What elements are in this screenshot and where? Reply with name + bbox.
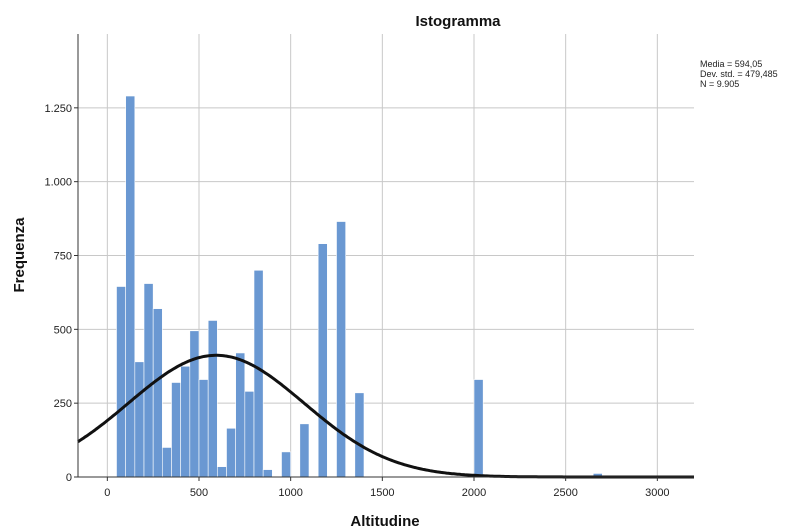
- stats-line-1: Dev. std. = 479,485: [700, 69, 778, 79]
- histogram-bar-9: [198, 379, 209, 478]
- x-tick-label-5: 2500: [553, 487, 577, 499]
- x-tick-labels: 0 500 1000 1500 2000 2500 3000: [104, 477, 670, 499]
- histogram-bar-15: [253, 269, 264, 478]
- x-tick-label-4: 2000: [462, 487, 486, 499]
- y-tick-label-3: 750: [54, 251, 72, 263]
- histogram-bar-14: [244, 391, 255, 478]
- histogram-bar-3: [143, 283, 154, 478]
- y-tick-label-5: 1.250: [44, 103, 72, 115]
- histogram-bar-19: [317, 243, 328, 478]
- histogram-bar-20: [336, 221, 346, 478]
- y-tick-label-0: 0: [66, 472, 72, 484]
- histogram-bar-5: [162, 447, 172, 478]
- histogram-bar-10: [207, 320, 218, 478]
- histogram-bar-6: [171, 382, 181, 478]
- histogram-bar-2: [134, 361, 145, 478]
- y-tick-label-1: 250: [54, 398, 72, 410]
- histogram-bar-1: [125, 95, 136, 478]
- x-tick-label-3: 1500: [370, 487, 394, 499]
- histogram-bar-4: [152, 308, 163, 478]
- x-tick-label-6: 3000: [645, 487, 669, 499]
- x-tick-label-0: 0: [104, 487, 110, 499]
- y-tick-labels: 0 250 500 750 1.000 1.250: [44, 103, 78, 484]
- x-tick-label-1: 500: [190, 487, 208, 499]
- histogram-bar-17: [281, 451, 291, 478]
- histogram-bar-22: [473, 379, 484, 478]
- histogram-bar-7: [180, 365, 191, 478]
- histogram-bars: [116, 95, 603, 478]
- y-tick-label-4: 1.000: [44, 177, 72, 189]
- x-tick-label-2: 1000: [278, 487, 302, 499]
- histogram-bar-8: [189, 330, 200, 478]
- stats-line-0: Media = 594,05: [700, 59, 762, 69]
- x-axis-label: Altitudine: [350, 513, 419, 530]
- histogram-bar-11: [217, 466, 227, 478]
- histogram-bar-16: [262, 469, 273, 478]
- histogram-bar-18: [299, 423, 310, 478]
- y-tick-label-2: 500: [54, 324, 72, 336]
- histogram-bar-21: [354, 392, 365, 478]
- grid-lines: [78, 34, 694, 477]
- histogram-bar-0: [116, 286, 126, 478]
- y-axis-label: Frequenza: [11, 217, 28, 293]
- stats-line-2: N = 9.905: [700, 79, 739, 89]
- histogram-bar-12: [226, 427, 236, 478]
- chart-title: Istogramma: [415, 13, 501, 30]
- histogram-bar-13: [235, 352, 246, 478]
